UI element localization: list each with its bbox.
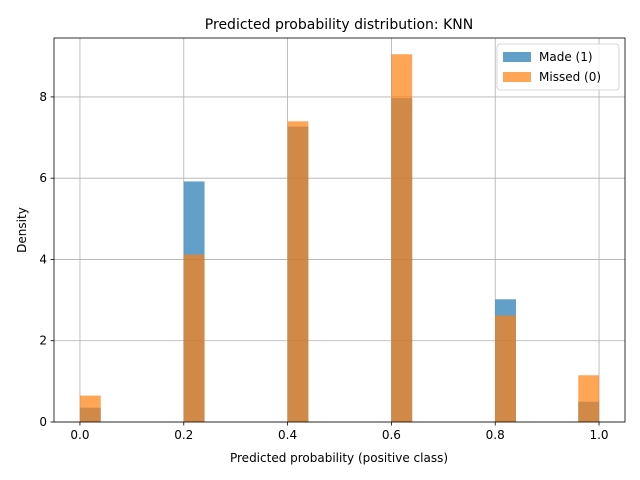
- x-tick-label: 0.0: [70, 428, 89, 442]
- x-ticks: 0.0 0.2 0.4 0.6 0.8 1.0: [70, 422, 609, 442]
- x-tick-label: 1.0: [589, 428, 608, 442]
- plot-frame: [53, 37, 626, 423]
- y-tick-label: 0: [39, 415, 47, 429]
- y-tick-label: 6: [39, 171, 47, 185]
- legend: Made (1) Missed (0): [496, 43, 620, 91]
- bars: [79, 54, 600, 423]
- y-tick-label: 2: [39, 334, 47, 348]
- y-tick-label: 8: [39, 90, 47, 104]
- bar-missed: [495, 315, 516, 422]
- legend-label: Missed (0): [539, 70, 601, 84]
- bar-missed: [183, 254, 205, 422]
- bar-missed: [79, 395, 101, 422]
- y-tick-label: 4: [39, 252, 47, 266]
- legend-swatch: [503, 72, 531, 82]
- bar-missed: [391, 54, 413, 422]
- x-tick-label: 0.8: [486, 428, 505, 442]
- chart-title: Predicted probability distribution: KNN: [205, 17, 473, 33]
- x-tick-label: 0.4: [278, 428, 297, 442]
- y-axis-label: Density: [15, 207, 29, 253]
- x-tick-label: 0.2: [174, 428, 193, 442]
- legend-swatch: [503, 52, 531, 62]
- x-axis-label: Predicted probability (positive class): [230, 451, 448, 465]
- legend-label: Made (1): [539, 50, 593, 64]
- bar-missed: [287, 121, 309, 423]
- y-ticks: 0 2 4 6 8: [39, 90, 54, 429]
- bar-missed: [578, 375, 600, 422]
- x-tick-label: 0.6: [382, 428, 401, 442]
